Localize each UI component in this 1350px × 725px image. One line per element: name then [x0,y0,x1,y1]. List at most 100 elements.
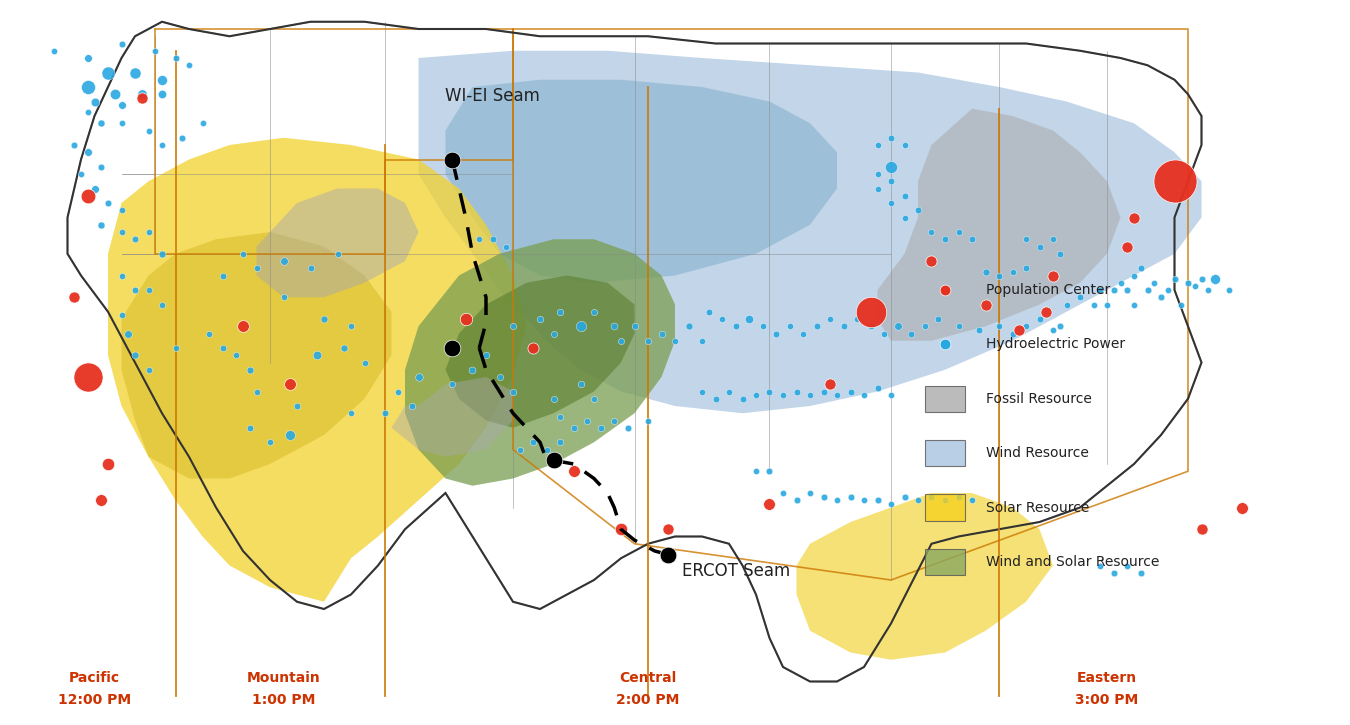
Polygon shape [796,493,1053,660]
Point [853,494,875,506]
Point [138,125,159,136]
Point [934,233,956,245]
Text: ERCOT Seam: ERCOT Seam [682,562,790,580]
Point [1116,560,1138,571]
Point [948,320,969,332]
Point [90,494,112,506]
Point [1170,299,1192,310]
Point [840,386,861,397]
Point [1116,284,1138,296]
Point [198,328,220,339]
Point [131,92,153,104]
Point [151,88,173,100]
Text: Central: Central [620,671,676,685]
Point [799,389,821,401]
Point [1184,281,1206,292]
Point [860,306,882,318]
Point [813,386,834,397]
Point [111,99,132,111]
Text: 3:00 PM: 3:00 PM [1076,693,1138,707]
FancyBboxPatch shape [925,549,965,575]
Point [833,320,855,332]
Point [77,371,99,383]
Point [570,320,591,332]
Polygon shape [405,239,675,486]
Text: Wind Resource: Wind Resource [986,446,1088,460]
Polygon shape [68,22,1202,681]
Point [225,349,247,361]
Point [63,139,85,151]
Point [610,335,632,347]
Point [786,386,807,397]
Point [232,248,254,260]
Point [738,313,760,325]
Point [165,342,186,354]
Point [1164,175,1185,187]
Point [900,328,922,339]
Point [1191,523,1212,535]
Point [948,491,969,502]
Point [111,117,132,129]
Point [489,371,510,383]
Point [543,455,564,466]
Point [246,262,267,274]
Point [867,168,888,180]
Point [165,52,186,64]
Point [70,168,92,180]
Text: Hydroelectric Power: Hydroelectric Power [986,337,1125,352]
Point [1137,284,1158,296]
Point [705,393,726,405]
Point [968,324,990,336]
Point [894,139,915,151]
Point [1123,270,1145,281]
Point [759,386,780,397]
Point [151,299,173,310]
Point [657,523,679,535]
Point [745,465,767,477]
Point [570,378,591,390]
Point [725,320,747,332]
Point [1096,299,1118,310]
Point [138,226,159,238]
Point [752,320,774,332]
Point [77,146,99,158]
Point [340,320,362,332]
Point [97,458,119,470]
Point [111,226,132,238]
Point [441,154,463,165]
Point [313,313,335,325]
Point [779,320,801,332]
Point [880,161,902,173]
Point [637,415,659,426]
Point [880,389,902,401]
Point [934,284,956,296]
Point [495,241,517,252]
Point [934,339,956,350]
FancyBboxPatch shape [925,386,965,412]
Point [43,45,65,57]
Point [97,67,119,78]
Point [1191,273,1212,285]
Point [1218,284,1239,296]
Point [1116,241,1138,252]
Point [138,364,159,376]
Point [840,491,861,502]
Point [259,436,281,448]
Point [867,494,888,506]
Point [1089,284,1111,296]
Point [718,386,740,397]
Point [732,393,753,405]
Polygon shape [446,276,634,428]
Point [239,422,261,434]
Point [529,313,551,325]
Point [239,364,261,376]
Point [819,313,841,325]
Point [1042,233,1064,245]
Point [475,349,497,361]
Point [111,38,132,49]
Polygon shape [878,109,1120,341]
Point [988,320,1010,332]
Point [117,328,139,339]
Point [171,132,193,144]
Point [1015,233,1037,245]
